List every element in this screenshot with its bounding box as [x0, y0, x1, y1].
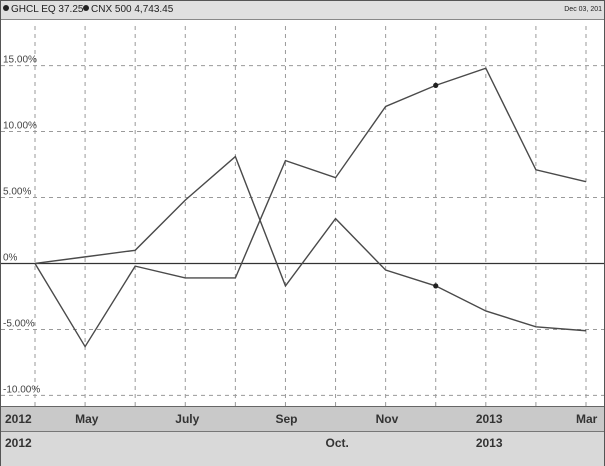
dot-icon — [3, 5, 9, 11]
x-tick-label: Mar — [576, 412, 598, 426]
x-tick-label: May — [75, 412, 99, 426]
x-tick-label: Sep — [275, 412, 298, 426]
x-tick-label: 2013 — [475, 412, 503, 426]
x-axis-primary: 2012 May July Sep Nov 2013 Mar — [1, 406, 604, 431]
x-tick-label-lower: Oct. — [325, 436, 349, 450]
x-tick-label-lower: 2013 — [475, 436, 503, 450]
y-tick-label: -5.00% — [3, 318, 35, 329]
legend-item-cnx500: CNX 500 4,743.45 — [83, 4, 173, 15]
y-tick-label: 10.00% — [3, 121, 37, 132]
series-marker — [433, 82, 439, 88]
y-tick-label: 5.00% — [3, 187, 31, 198]
x-tick-label: Nov — [375, 412, 399, 426]
series-line-2 — [34, 67, 587, 348]
legend-label: CNX 500 4,743.45 — [91, 4, 174, 15]
y-tick-label: 0% — [3, 252, 18, 263]
legend-item-ghcl: GHCL EQ 37.25 — [3, 4, 83, 15]
dot-icon — [83, 5, 89, 11]
y-tick-label: 15.00% — [3, 55, 37, 66]
date-label: Dec 03, 201 — [564, 6, 602, 13]
x-tick-label: 2012 — [5, 412, 32, 426]
series-marker — [433, 283, 439, 289]
y-tick-label: -10.00% — [3, 384, 40, 395]
plot-area: 15.00% 10.00% 5.00% 0% -5.00% -10.00% — [1, 26, 604, 406]
legend-bar: GHCL EQ 37.25 CNX 500 4,743.45 Dec 03, 2… — [1, 1, 604, 20]
x-axis-secondary: 2012 Oct. 2013 — [1, 431, 604, 466]
legend-label: GHCL EQ 37.25 — [11, 4, 84, 15]
series-line-1 — [34, 155, 587, 332]
x-tick-label-lower: 2012 — [5, 436, 32, 450]
x-tick-label: July — [175, 412, 200, 426]
